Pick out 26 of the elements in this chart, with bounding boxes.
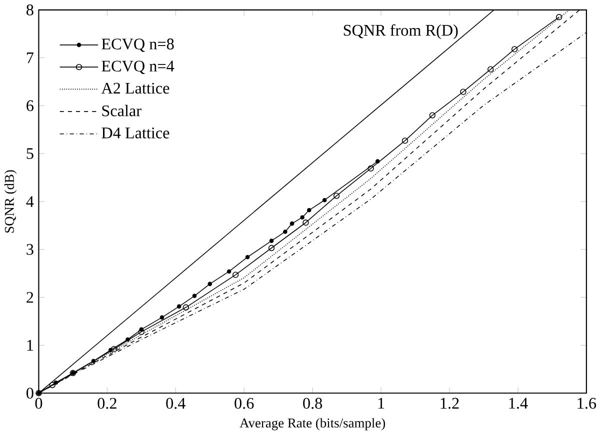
y-tick-label: 7	[26, 52, 34, 64]
x-tick-label: 0.4	[166, 398, 186, 409]
x-tick-label: 0	[35, 398, 42, 409]
legend-label: D4 Lattice	[102, 128, 170, 138]
legend-label: ECVQ n=4	[102, 60, 174, 74]
x-tick-label: 0.2	[98, 398, 116, 409]
x-tick-label: 1.2	[440, 398, 459, 409]
y-axis-title: SQNR (dB)	[4, 170, 17, 233]
y-tick-label: 6	[26, 100, 34, 112]
y-tick-label: 4	[26, 196, 34, 207]
y-tick-label: 1	[27, 340, 34, 351]
x-tick-label: 1.4	[509, 398, 528, 409]
y-tick-label: 8	[26, 4, 34, 16]
y-tick-label: 3	[26, 244, 34, 255]
y-tick-label: 5	[26, 148, 34, 160]
y-tick-label: 2	[26, 292, 34, 303]
legend-label: A2 Lattice	[101, 82, 170, 94]
x-tick-label: 0.6	[234, 398, 254, 409]
x-tick-label: 1	[378, 398, 384, 409]
x-tick-label: 0.8	[303, 398, 322, 409]
legend-label: Scalar	[102, 105, 142, 116]
x-axis-title: Average Rate (bits/sample)	[240, 418, 386, 430]
x-tick-label: 1.6	[578, 398, 596, 409]
legend-label: ECVQ n=8	[102, 38, 174, 52]
y-tick-label: 0	[26, 388, 34, 399]
series-label: SQNR from R(D)	[344, 24, 458, 40]
